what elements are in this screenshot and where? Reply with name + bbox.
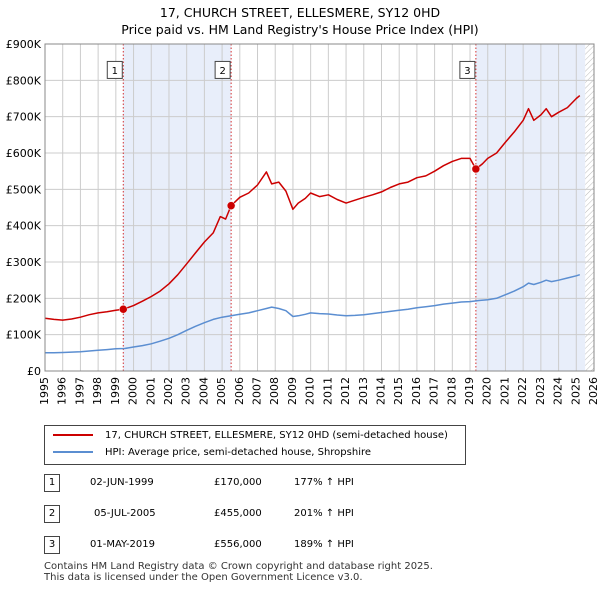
sale-date: 01-MAY-2019 xyxy=(90,539,156,550)
x-tick-label: 2000 xyxy=(127,377,140,405)
sale-hpi-change: 201% ↑ HPI xyxy=(294,508,354,519)
sale-marker-box xyxy=(106,60,123,79)
x-tick-label: 1998 xyxy=(91,377,104,405)
chart-title-line: 17, CHURCH STREET, ELLESMERE, SY12 0HD xyxy=(159,5,441,20)
x-tick-label: 2025 xyxy=(569,377,582,405)
y-tick-label: £400K xyxy=(6,220,42,233)
shaded-span xyxy=(475,44,586,371)
series-line xyxy=(45,273,581,354)
sale-point xyxy=(119,304,128,314)
x-tick-label: 2001 xyxy=(144,377,157,405)
sale-price: £455,000 xyxy=(214,508,262,519)
y-tick-label: £500K xyxy=(6,183,42,196)
x-tick-label: 2011 xyxy=(321,377,334,405)
sale-date: 05-JUL-2005 xyxy=(94,508,156,519)
sale-date: 02-JUN-1999 xyxy=(90,477,154,488)
y-tick-label: £300K xyxy=(6,256,42,269)
y-tick-label: £0 xyxy=(27,365,41,378)
x-tick-label: 2021 xyxy=(498,377,511,405)
sale-marker-box xyxy=(459,60,476,79)
x-tick-label: 2004 xyxy=(197,377,210,405)
x-tick-label: 2024 xyxy=(552,377,565,405)
sale-hpi-change: 189% ↑ HPI xyxy=(294,539,354,550)
legend-item-hpi: HPI: Average price, semi-detached house,… xyxy=(53,445,371,461)
x-tick-label: 2023 xyxy=(534,377,547,405)
sale-marker-label: 2 xyxy=(219,66,225,77)
x-tick-label: 2006 xyxy=(233,377,246,405)
sale-badge: 1 xyxy=(44,474,60,492)
x-tick-label: 2018 xyxy=(445,377,458,405)
legend-item-property: 17, CHURCH STREET, ELLESMERE, SY12 0HD (… xyxy=(53,428,448,444)
price-chart: 1 2 3 £0 £100K £200K £300K £400K £500K £600K £700… xyxy=(6,38,600,405)
x-tick-label: 2017 xyxy=(428,377,441,405)
series-line xyxy=(44,95,581,321)
y-tick-label: £900K xyxy=(6,38,42,51)
sale-price: £556,000 xyxy=(214,539,262,550)
x-tick-label: 1995 xyxy=(38,377,51,405)
sale-point xyxy=(471,164,481,174)
x-tick-label: 2012 xyxy=(339,377,352,405)
x-tick-label: 1996 xyxy=(56,377,69,405)
y-tick-label: £200K xyxy=(6,292,42,305)
x-tick-label: 2016 xyxy=(410,377,423,405)
footer: Contains HM Land Registry data © Crown c… xyxy=(44,561,433,583)
x-tick-label: 1997 xyxy=(73,377,86,405)
legend-label-hpi: HPI: Average price, semi-detached house,… xyxy=(105,447,372,458)
sale-marker-box xyxy=(214,60,231,79)
x-tick-label: 2007 xyxy=(251,377,264,405)
footer-licence: This data is licensed under the Open Gov… xyxy=(44,572,363,583)
x-tick-label: 2005 xyxy=(215,377,228,405)
y-tick-label: £600K xyxy=(6,147,42,160)
x-tick-label: 2009 xyxy=(286,377,299,405)
x-tick-label: 2002 xyxy=(162,377,175,405)
chart-subtitle-line: Price paid vs. HM Land Registry's House … xyxy=(121,22,479,37)
sale-marker-label: 1 xyxy=(112,66,118,77)
sale-badge: 2 xyxy=(44,505,60,523)
sale-badge: 3 xyxy=(44,536,60,554)
x-tick-label: 2003 xyxy=(180,377,193,405)
y-tick-label: £800K xyxy=(6,74,42,87)
x-tick-label: 2008 xyxy=(268,377,281,405)
shaded-span xyxy=(123,44,232,371)
x-tick-label: 2020 xyxy=(481,377,494,405)
y-tick-label: £700K xyxy=(6,111,42,124)
x-tick-label: 2014 xyxy=(374,377,387,405)
chart-title: 17, CHURCH STREET, ELLESMERE, SY12 0HD P… xyxy=(0,4,600,38)
sale-marker-label: 3 xyxy=(464,66,470,77)
x-tick-label: 2010 xyxy=(304,377,317,405)
legend-label-property: 17, CHURCH STREET, ELLESMERE, SY12 0HD (… xyxy=(105,430,448,441)
legend-swatch-property xyxy=(53,434,93,436)
x-tick-label: 2026 xyxy=(587,377,600,405)
sale-price: £170,000 xyxy=(214,477,262,488)
future-hatch xyxy=(585,44,594,371)
plot-frame xyxy=(44,43,595,372)
footer-copyright: Contains HM Land Registry data © Crown c… xyxy=(44,561,433,572)
y-tick-label: £100K xyxy=(6,329,42,342)
sale-point xyxy=(226,201,236,210)
x-tick-label: 2015 xyxy=(392,377,405,405)
x-tick-label: 2019 xyxy=(463,377,476,405)
legend: 17, CHURCH STREET, ELLESMERE, SY12 0HD (… xyxy=(44,425,466,465)
legend-swatch-hpi xyxy=(53,451,93,453)
x-tick-label: 2022 xyxy=(516,377,529,405)
x-tick-label: 2013 xyxy=(357,377,370,405)
sale-hpi-change: 177% ↑ HPI xyxy=(294,477,354,488)
x-tick-label: 1999 xyxy=(109,377,122,405)
